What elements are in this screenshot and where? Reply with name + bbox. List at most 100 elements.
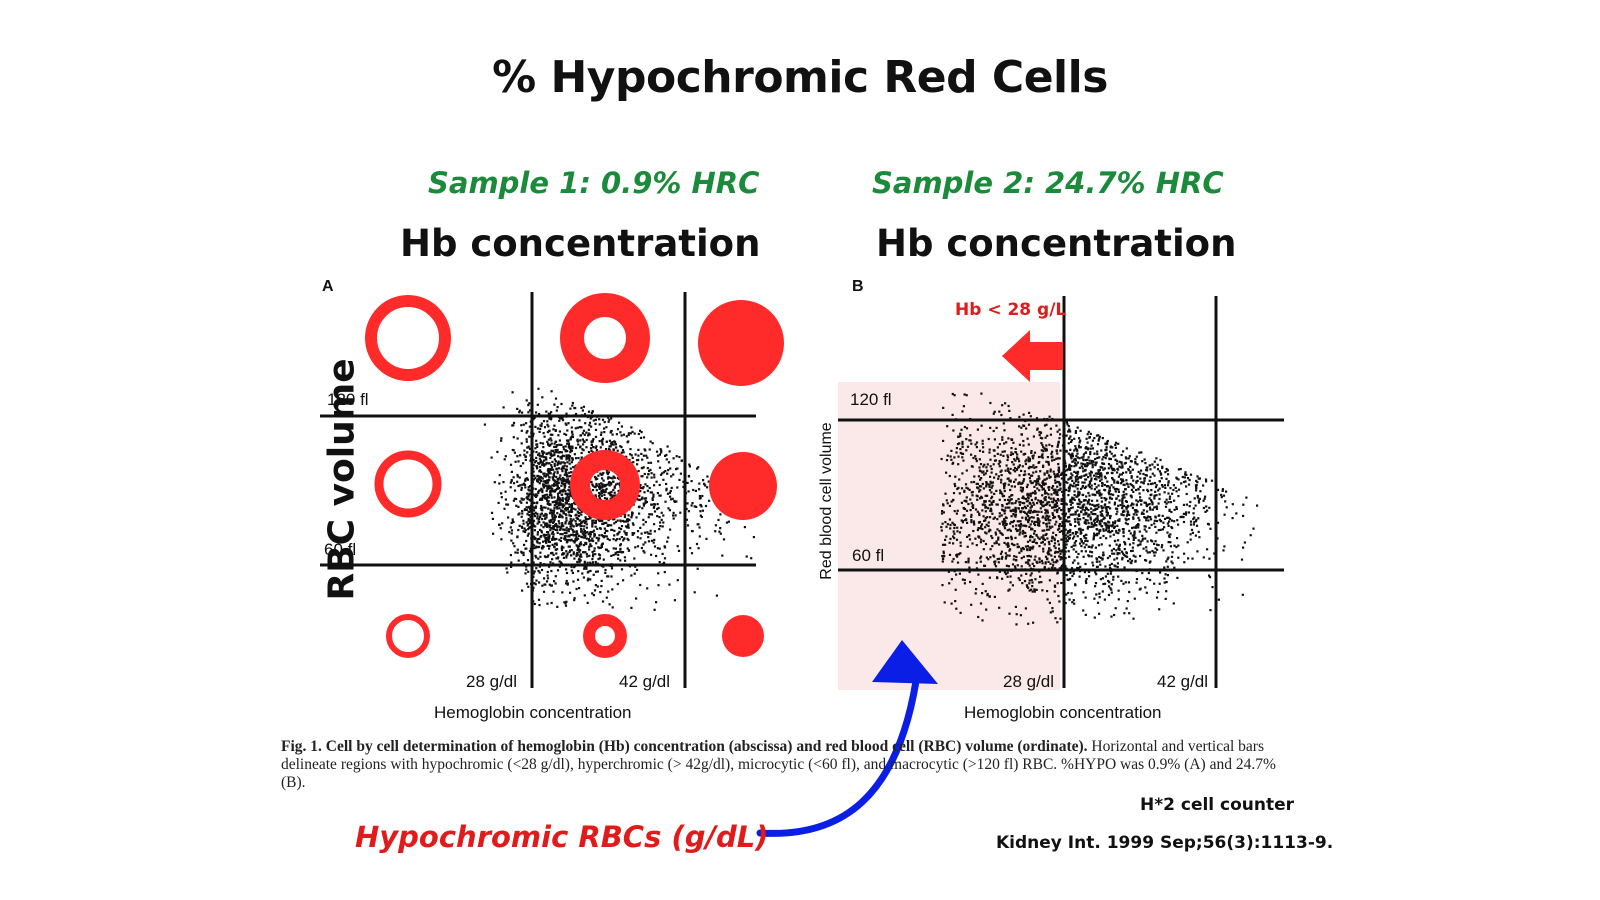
scatter-dot bbox=[1095, 573, 1098, 576]
scatter-dot bbox=[561, 465, 564, 468]
scatter-dot bbox=[1088, 482, 1092, 485]
scatter-dot bbox=[1003, 498, 1006, 502]
scatter-dot bbox=[558, 419, 561, 422]
scatter-dot bbox=[715, 594, 718, 597]
scatter-dot bbox=[1065, 503, 1068, 506]
scatter-dot bbox=[642, 436, 646, 439]
scatter-dot bbox=[1074, 464, 1078, 467]
scatter-dot bbox=[1085, 437, 1088, 440]
scatter-dot bbox=[559, 462, 562, 465]
scatter-dot bbox=[561, 528, 564, 531]
scatter-dot bbox=[543, 535, 546, 538]
scatter-dot bbox=[667, 461, 671, 464]
scatter-dot bbox=[1055, 457, 1058, 460]
scatter-dot bbox=[569, 451, 572, 454]
scatter-dot bbox=[598, 554, 602, 557]
scatter-dot bbox=[686, 481, 689, 484]
scatter-dot bbox=[996, 452, 999, 455]
scatter-dot bbox=[1111, 524, 1114, 528]
scatter-dot bbox=[524, 547, 527, 550]
scatter-dot bbox=[1164, 573, 1167, 576]
scatter-dot bbox=[587, 410, 591, 413]
scatter-dot bbox=[581, 520, 584, 524]
scatter-dot bbox=[526, 478, 529, 481]
scatter-dot bbox=[562, 448, 565, 451]
scatter-dot bbox=[1112, 578, 1115, 581]
scatter-dot bbox=[1224, 500, 1227, 503]
scatter-dot bbox=[592, 446, 595, 449]
scatter-dot bbox=[1008, 506, 1011, 509]
scatter-dot bbox=[540, 422, 543, 425]
scatter-dot bbox=[606, 483, 609, 486]
scatter-dot bbox=[552, 473, 555, 476]
scatter-dot bbox=[667, 536, 670, 539]
scatter-dot bbox=[955, 447, 958, 450]
scatter-dot bbox=[1007, 404, 1010, 408]
scatter-dot bbox=[1073, 465, 1076, 468]
scatter-dot bbox=[642, 504, 645, 507]
scatter-dot bbox=[533, 547, 536, 550]
scatter-dot bbox=[952, 535, 955, 538]
scatter-dot bbox=[745, 555, 748, 558]
scatter-dot bbox=[1025, 512, 1029, 515]
scatter-dot bbox=[1055, 534, 1058, 537]
scatter-dot bbox=[616, 533, 619, 536]
scatter-dot bbox=[1037, 475, 1040, 478]
scatter-dot bbox=[697, 466, 700, 469]
hb-concentration-heading-b: Hb concentration bbox=[876, 222, 1237, 265]
scatter-dot bbox=[1217, 598, 1220, 601]
scatter-dot bbox=[650, 503, 653, 506]
scatter-dot bbox=[948, 582, 951, 585]
scatter-dot bbox=[706, 475, 709, 478]
scatter-dot bbox=[551, 449, 554, 452]
scatter-dot bbox=[1039, 436, 1042, 439]
scatter-dot bbox=[643, 472, 646, 476]
scatter-dot bbox=[1125, 507, 1128, 510]
scatter-dot bbox=[623, 520, 626, 523]
scatter-dot bbox=[687, 510, 690, 513]
scatter-dot bbox=[529, 459, 532, 462]
scatter-dot bbox=[1033, 538, 1036, 541]
scatter-dot bbox=[1087, 570, 1090, 573]
scatter-dot bbox=[1095, 486, 1098, 489]
scatter-dot bbox=[551, 515, 554, 518]
scatter-dot bbox=[1100, 475, 1103, 478]
scatter-dot bbox=[539, 461, 542, 464]
scatter-dot bbox=[1197, 477, 1200, 480]
scatter-dot bbox=[971, 542, 974, 545]
scatter-dot bbox=[554, 397, 558, 400]
scatter-dot bbox=[1113, 501, 1117, 504]
scatter-dot bbox=[564, 521, 567, 524]
scatter-dot bbox=[704, 484, 707, 487]
scatter-dot bbox=[616, 482, 619, 485]
scatter-dot bbox=[1256, 504, 1259, 507]
scatter-dot bbox=[1038, 581, 1041, 584]
scatter-dot bbox=[605, 487, 608, 490]
scatter-dot bbox=[1025, 584, 1028, 587]
scatter-dot bbox=[1003, 519, 1006, 522]
scatter-dot bbox=[541, 518, 544, 521]
scatter-dot bbox=[1113, 540, 1116, 543]
scatter-dot bbox=[613, 529, 616, 532]
scatter-dot bbox=[643, 497, 646, 500]
scatter-dot bbox=[637, 506, 641, 509]
scatter-dot bbox=[517, 513, 520, 516]
scatter-dot bbox=[513, 545, 516, 548]
scatter-dot bbox=[534, 495, 538, 498]
scatter-dot bbox=[658, 561, 661, 564]
scatter-dot bbox=[662, 514, 665, 517]
scatter-dot bbox=[1104, 499, 1107, 502]
scatter-dot bbox=[526, 451, 529, 454]
scatter-dot bbox=[965, 499, 968, 502]
scatter-dot bbox=[1029, 511, 1032, 514]
scatter-dot bbox=[547, 462, 551, 465]
scatter-dot bbox=[672, 517, 675, 520]
scatter-dot bbox=[1054, 617, 1057, 620]
scatter-dot bbox=[1093, 532, 1096, 535]
scatter-dot bbox=[1040, 449, 1043, 452]
scatter-dot bbox=[658, 547, 661, 550]
scatter-dot bbox=[1177, 556, 1180, 559]
scatter-dot bbox=[573, 557, 576, 560]
scatter-dot bbox=[547, 539, 550, 542]
scatter-dot bbox=[638, 498, 641, 502]
